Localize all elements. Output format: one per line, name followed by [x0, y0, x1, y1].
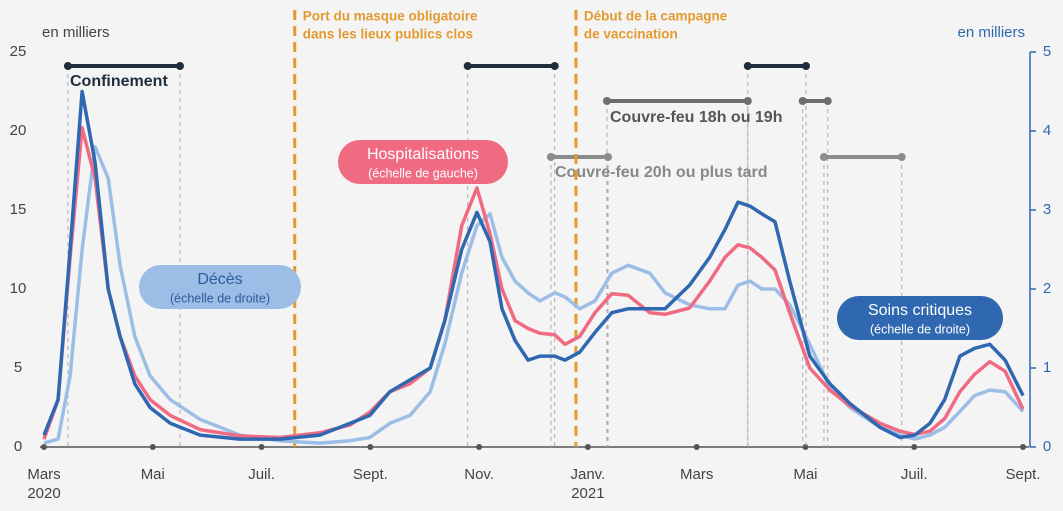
x-tick [802, 444, 809, 450]
period-end [463, 62, 472, 70]
y-axis-label: en milliers [42, 24, 110, 41]
x-tick [41, 444, 47, 450]
legend-name: Soins critiques [868, 302, 972, 319]
legend-scale: (échelle de gauche) [368, 166, 478, 180]
period-end [823, 97, 832, 105]
x-tick [149, 444, 156, 450]
event-label: Port du masque obligatoire [303, 9, 478, 24]
x-tick [258, 444, 265, 450]
legend-scale: (échelle de droite) [170, 291, 270, 305]
y2-tick-label: 0 [1043, 438, 1051, 455]
y-tick-label: 20 [10, 122, 27, 139]
event-label: de vaccination [584, 27, 678, 42]
x-tick-label: Janv. [571, 466, 606, 483]
period-end [743, 97, 752, 105]
y-tick-label: 15 [10, 201, 27, 218]
period-end [550, 62, 559, 70]
series-line [42, 89, 1025, 441]
x-tick [476, 444, 483, 450]
period-end [743, 62, 752, 70]
x-tick [584, 444, 591, 450]
legend-pill [139, 265, 301, 309]
y2-tick-label: 1 [1043, 359, 1051, 376]
x-tick-label: Juil. [901, 466, 928, 483]
y2-tick-label: 2 [1043, 280, 1051, 297]
x-tick [911, 444, 918, 450]
y2-tick-label: 4 [1043, 122, 1051, 139]
legend-pill [338, 140, 508, 184]
legend-scale: (échelle de droite) [870, 322, 970, 336]
y-tick-label: 0 [14, 438, 22, 455]
period-label: Couvre-feu 18h ou 19h [610, 109, 782, 126]
x-tick [1020, 444, 1026, 450]
x-tick-label: Mars [680, 466, 713, 483]
period-end [604, 153, 613, 161]
period-end [175, 62, 184, 70]
x-tick-label: Sept. [1005, 466, 1040, 483]
event-label: Début de la campagne [584, 9, 728, 24]
x-tick-label: Sept. [353, 466, 388, 483]
legend-name: Décès [197, 271, 242, 288]
period-end [602, 97, 611, 105]
period-label: Couvre-feu 20h ou plus tard [555, 164, 767, 181]
period-end [897, 153, 906, 161]
x-tick-label: Nov. [464, 466, 494, 483]
legend-pill [837, 296, 1003, 340]
year-label: 2020 [27, 485, 60, 502]
y-tick-label: 10 [10, 280, 27, 297]
event-label: dans les lieux publics clos [303, 27, 473, 42]
period-end [63, 62, 72, 70]
y2-tick-label: 3 [1043, 201, 1051, 218]
x-tick-label: Mai [141, 466, 165, 483]
x-tick [367, 444, 374, 450]
x-tick-label: Mai [793, 466, 817, 483]
period-end [798, 97, 807, 105]
period-end [801, 62, 810, 70]
y-tick-label: 25 [10, 43, 27, 60]
x-tick-label: Mars [27, 466, 60, 483]
year-label: 2021 [571, 485, 604, 502]
period-label: Confinement [70, 73, 168, 90]
series-line [42, 126, 1025, 440]
y-tick-label: 5 [14, 359, 22, 376]
legend-name: Hospitalisations [367, 146, 479, 163]
x-tick-label: Juil. [248, 466, 275, 483]
y2-axis-label: en milliers [957, 24, 1025, 41]
period-end [819, 153, 828, 161]
y2-tick-label: 5 [1043, 43, 1051, 60]
period-end [546, 153, 555, 161]
x-tick [693, 444, 700, 450]
